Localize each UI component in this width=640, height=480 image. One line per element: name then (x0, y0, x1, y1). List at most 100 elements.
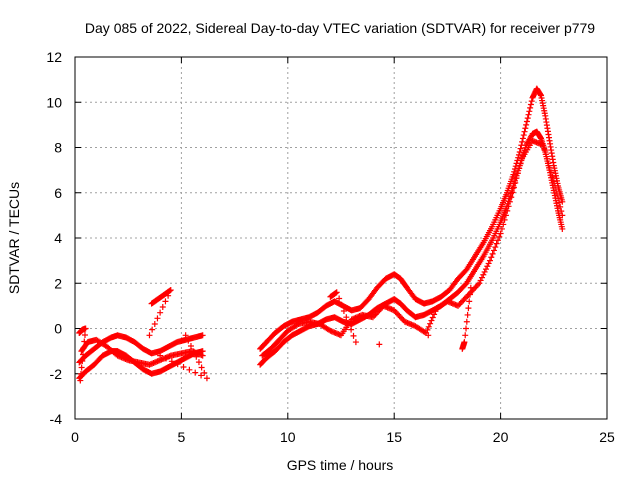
data-point (494, 237, 501, 244)
data-point (162, 355, 169, 362)
data-point (559, 225, 566, 232)
data-point (462, 332, 469, 339)
data-point (524, 115, 531, 122)
data-point (348, 326, 355, 333)
data-point (482, 266, 489, 273)
data-point (187, 343, 194, 350)
data-point (463, 325, 470, 332)
data-point (77, 377, 84, 384)
data-point (508, 194, 515, 201)
data-point (146, 332, 153, 339)
data-point (352, 339, 359, 346)
data-point (552, 186, 559, 193)
data-point (425, 323, 432, 330)
y-tick-label: 10 (46, 94, 62, 110)
data-point (466, 298, 473, 305)
data-point (493, 240, 500, 247)
data-point (464, 311, 471, 318)
data-point (544, 155, 551, 162)
data-point (81, 332, 88, 339)
data-point (336, 295, 343, 302)
data-point (157, 309, 164, 316)
data-point (516, 165, 523, 172)
data-point (504, 207, 511, 214)
data-point (549, 173, 556, 180)
data-point (486, 257, 493, 264)
data-point (506, 198, 513, 205)
y-tick-label: 12 (46, 49, 62, 65)
data-point (190, 348, 197, 355)
data-point (523, 121, 530, 128)
data-point (498, 225, 505, 232)
axis-ticks: 0 5 10 15 20 25 -4 -2 0 2 4 6 8 10 12 (46, 49, 615, 445)
data-point (489, 250, 496, 257)
data-point (467, 284, 474, 291)
chart-title: Day 085 of 2022, Sidereal Day-to-day VTE… (85, 20, 595, 36)
y-tick-label: 4 (54, 230, 62, 246)
data-point (350, 332, 357, 339)
data-point (505, 203, 512, 210)
data-point (154, 315, 161, 322)
data-point (174, 361, 181, 368)
x-tick-label: 0 (71, 429, 79, 445)
data-point (159, 304, 166, 311)
data-point (541, 146, 548, 153)
data-point (553, 191, 560, 198)
data-point (490, 247, 497, 254)
data-point (376, 341, 383, 348)
data-point (182, 332, 189, 339)
data-point (481, 268, 488, 275)
data-point (81, 338, 88, 345)
data-point (500, 221, 507, 228)
data-point (546, 164, 553, 171)
data-point (517, 145, 524, 152)
data-point (502, 212, 509, 219)
y-tick-label: 6 (54, 185, 62, 201)
data-point (478, 274, 485, 281)
data-point (484, 263, 491, 270)
data-point (540, 142, 547, 149)
x-tick-label: 10 (280, 429, 296, 445)
y-axis-label: SDTVAR / TECUs (6, 182, 22, 294)
data-point (193, 353, 200, 360)
y-tick-label: -4 (50, 411, 63, 427)
data-point (510, 184, 517, 191)
data-point (467, 291, 474, 298)
data-point (542, 151, 549, 158)
y-tick-label: 8 (54, 140, 62, 156)
data-point (488, 254, 495, 261)
data-point (520, 132, 527, 139)
x-tick-label: 25 (599, 429, 615, 445)
data-point (501, 216, 508, 223)
data-point (198, 372, 205, 379)
data-point (519, 138, 526, 145)
data-point (496, 233, 503, 240)
x-axis-label: GPS time / hours (287, 457, 394, 473)
data-point (559, 198, 566, 205)
data-point (557, 203, 564, 210)
data-point (513, 175, 520, 182)
data-point (558, 208, 565, 215)
data-points (76, 85, 566, 384)
data-point (511, 168, 518, 175)
data-point (180, 363, 187, 370)
data-point (343, 314, 350, 321)
data-point (340, 307, 347, 314)
data-point (199, 352, 206, 359)
data-point (477, 277, 484, 284)
data-point (480, 271, 487, 278)
data-point (551, 182, 558, 189)
data-point (425, 332, 432, 339)
data-point (165, 292, 172, 299)
data-point (514, 170, 521, 177)
data-point (157, 352, 164, 359)
data-point (550, 178, 557, 185)
data-point (79, 351, 86, 358)
data-point (294, 321, 301, 328)
data-point (510, 171, 517, 178)
x-tick-label: 15 (386, 429, 402, 445)
y-tick-label: 2 (54, 275, 62, 291)
data-point (509, 189, 516, 196)
data-point (497, 230, 504, 237)
data-point (527, 101, 534, 108)
